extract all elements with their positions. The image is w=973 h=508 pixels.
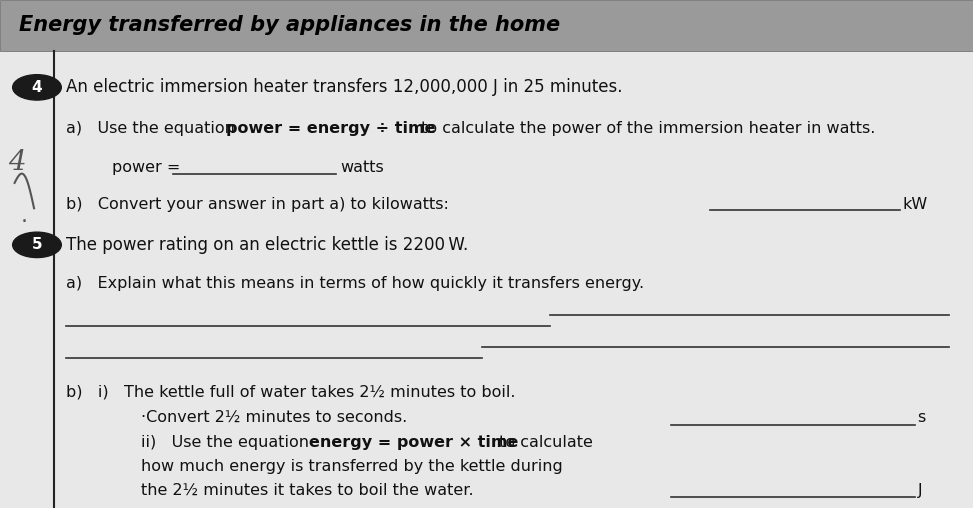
Text: a)   Use the equation: a) Use the equation: [66, 120, 240, 136]
Text: to calculate: to calculate: [494, 435, 594, 451]
Text: to calculate the power of the immersion heater in watts.: to calculate the power of the immersion …: [416, 120, 876, 136]
Text: kW: kW: [903, 197, 928, 212]
Text: s: s: [918, 410, 925, 425]
Text: b)   i)   The kettle full of water takes 2½ minutes to boil.: b) i) The kettle full of water takes 2½ …: [66, 385, 516, 400]
Text: ii)   Use the equation: ii) Use the equation: [141, 435, 314, 451]
Text: watts: watts: [341, 160, 384, 175]
Text: Energy transferred by appliances in the home: Energy transferred by appliances in the …: [19, 15, 560, 36]
Text: the 2½ minutes it takes to boil the water.: the 2½ minutes it takes to boil the wate…: [141, 483, 474, 498]
Text: .: .: [20, 206, 28, 226]
Text: J: J: [918, 483, 922, 498]
Text: power = energy ÷ time: power = energy ÷ time: [226, 120, 435, 136]
Text: b)   Convert your answer in part a) to kilowatts:: b) Convert your answer in part a) to kil…: [66, 197, 449, 212]
FancyBboxPatch shape: [0, 0, 973, 51]
Text: a)   Explain what this means in terms of how quickly it transfers energy.: a) Explain what this means in terms of h…: [66, 276, 644, 291]
Text: An electric immersion heater transfers 12,000,000 J in 25 minutes.: An electric immersion heater transfers 1…: [66, 78, 623, 97]
Text: how much energy is transferred by the kettle during: how much energy is transferred by the ke…: [141, 459, 562, 474]
Circle shape: [13, 232, 61, 258]
Text: ·Convert 2½ minutes to seconds.: ·Convert 2½ minutes to seconds.: [141, 410, 408, 425]
Text: 4: 4: [32, 80, 42, 95]
Text: energy = power × time: energy = power × time: [309, 435, 519, 451]
Text: power =: power =: [112, 160, 186, 175]
Text: 4: 4: [8, 149, 25, 176]
Circle shape: [13, 75, 61, 100]
Text: The power rating on an electric kettle is 2200 W.: The power rating on an electric kettle i…: [66, 236, 468, 254]
Text: 5: 5: [32, 237, 42, 252]
